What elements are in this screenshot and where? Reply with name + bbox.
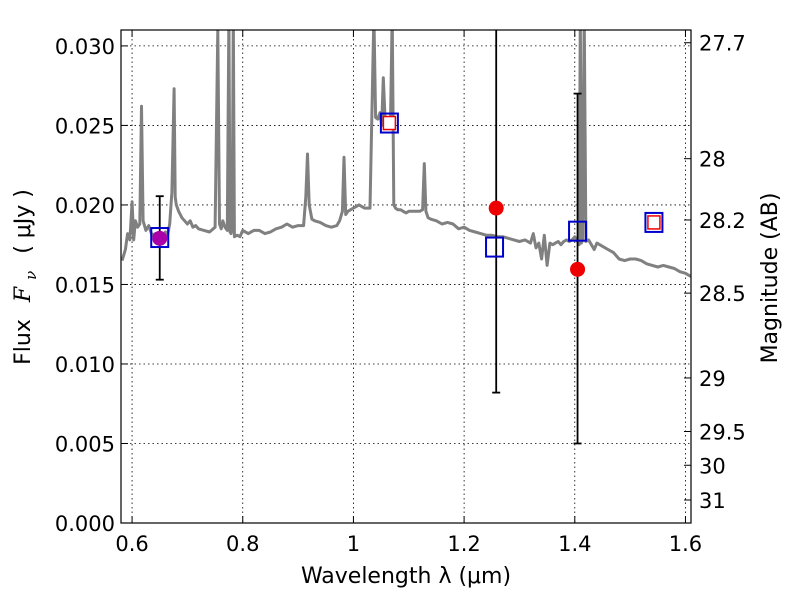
right-tick-label: 29.5	[699, 420, 746, 444]
right-tick-label: 30	[699, 454, 726, 478]
observed-points	[152, 200, 586, 277]
y-axis-label: Flux F ν ( μJy )	[11, 189, 42, 365]
right-axis-ticks: 27.7 28 28.2 28.5 29 29.5 30 31	[684, 32, 746, 513]
y-axis-ticks: 0.000 0.005 0.010 0.015 0.020 0.025 0.030	[55, 35, 128, 536]
y-tick-label: 0.010	[55, 353, 115, 377]
right-tick-label: 29	[699, 367, 726, 391]
y-tick-label: 0.025	[55, 114, 115, 138]
model-square	[485, 236, 505, 258]
y-tick-label: 0.015	[55, 273, 115, 297]
right-tick-label: 31	[699, 489, 726, 513]
right-tick-label: 28.5	[699, 282, 746, 306]
y-axis-label-subscript: ν	[22, 271, 40, 280]
y-tick-label: 0.030	[55, 35, 115, 59]
y-axis-label-symbol: F	[11, 286, 36, 303]
observed-point	[488, 200, 504, 216]
model-points	[150, 112, 664, 258]
right-tick-label: 27.7	[699, 32, 746, 56]
y-tick-label: 0.020	[55, 194, 115, 218]
observed-point	[570, 261, 586, 277]
x-axis-label: Wavelength λ (μm)	[301, 564, 511, 589]
model-square	[379, 112, 399, 134]
x-tick-label: 1.6	[669, 532, 702, 556]
right-axis-label: Magnitude (AB)	[758, 193, 783, 364]
plot-background	[121, 30, 691, 523]
x-axis-ticks: 0.6 0.8 1 1.2 1.4 1.6	[115, 30, 702, 556]
model-square	[568, 220, 588, 242]
plot-frame	[120, 29, 692, 524]
x-tick-label: 0.8	[226, 532, 259, 556]
y-tick-label: 0.000	[55, 512, 115, 536]
x-tick-label: 0.6	[115, 532, 148, 556]
limit-square	[382, 115, 397, 131]
y-axis-label-text: Flux	[11, 319, 36, 365]
y-axis-label-units: ( μJy )	[11, 189, 36, 254]
limit-square	[647, 215, 661, 230]
x-tick-label: 1	[347, 532, 360, 556]
x-tick-label: 1.4	[558, 532, 591, 556]
y-tick-label: 0.005	[55, 432, 115, 456]
right-tick-label: 28	[699, 148, 726, 172]
right-tick-label: 28.2	[699, 209, 746, 233]
model-square	[150, 227, 170, 249]
model-square	[644, 211, 664, 233]
observed-point	[152, 230, 168, 246]
limit-points	[382, 115, 661, 230]
x-tick-label: 1.2	[447, 532, 480, 556]
